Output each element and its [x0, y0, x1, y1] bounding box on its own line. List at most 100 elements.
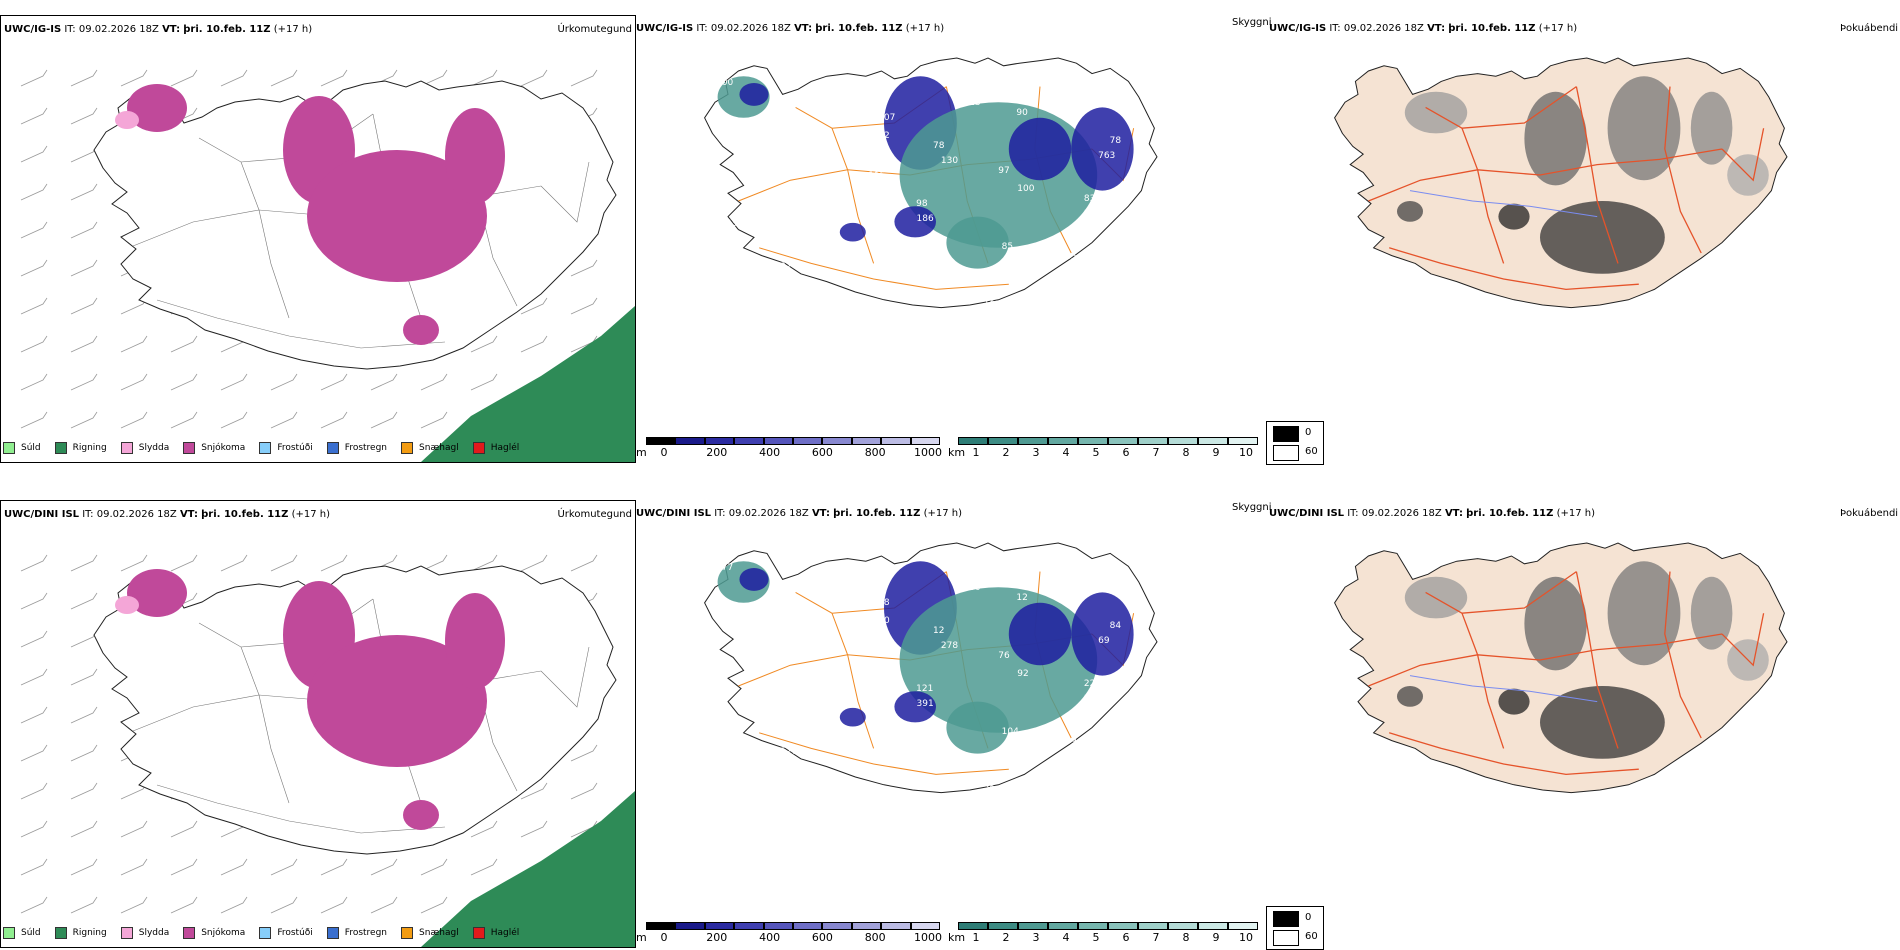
road-line [240, 161, 290, 319]
colorbar-m-segment [881, 922, 911, 930]
wind-barb [420, 896, 448, 914]
legend-item: Snjókoma [183, 927, 245, 939]
legend-swatch [472, 927, 485, 939]
colorbar-km-tick: 6 [1122, 931, 1130, 944]
visibility-value-label: 763 [1098, 151, 1115, 161]
visibility-value-label: 8 [821, 775, 827, 785]
visibility-value-label: 12 [878, 131, 889, 141]
forecast-row: UWC/IG-IS IT: 09.02.2026 18Z VT: þri. 10… [0, 15, 1900, 465]
road-line [1368, 633, 1723, 687]
colorbar-m-unit: m [636, 446, 647, 459]
colorbar-km-segment [958, 437, 988, 445]
wind-barb [120, 858, 148, 876]
wind-barb [370, 896, 398, 914]
colorbar-m-segment [793, 922, 823, 930]
low-visibility-area [894, 691, 936, 723]
visibility-panel: UWC/IG-IS IT: 09.02.2026 18Z VT: þri. 10… [636, 15, 1272, 463]
visibility-value-label: 16 [821, 290, 833, 300]
legend-label: Snæhagl [419, 928, 459, 938]
visibility-value-label: 95 [952, 83, 963, 93]
wind-barb [70, 69, 98, 87]
wind-barb [420, 554, 448, 572]
wind-barb [220, 411, 248, 429]
colorbar-m-segment [646, 922, 676, 930]
wind-barb [70, 411, 98, 429]
legend-label: Rigning [72, 928, 107, 938]
low-visibility-area [1008, 602, 1072, 666]
colorbar-m-tick: 600 [811, 446, 833, 459]
wind-barb [70, 145, 98, 163]
low-visibility-area [1008, 117, 1072, 181]
snow-area [307, 635, 488, 767]
wind-barb [270, 373, 298, 391]
wind-barb [70, 554, 98, 572]
fog-density-area [1607, 76, 1681, 181]
low-visibility-area [894, 206, 936, 238]
panel-title: UWC/DINI ISL IT: 09.02.2026 18Z VT: þri.… [636, 508, 963, 519]
visibility-value-label: 83 [1084, 194, 1095, 204]
wind-barb [220, 69, 248, 87]
road-line [1425, 86, 1577, 129]
road-line [759, 732, 1009, 775]
visibility-value-label: 121 [916, 684, 933, 694]
legend-item: Haglél [472, 442, 520, 454]
road-line [540, 161, 590, 223]
river-line [1409, 675, 1598, 703]
low-visibility-area [1071, 592, 1134, 676]
visibility-value-label: 122 [751, 161, 768, 171]
visibility-value-label: 93 [952, 568, 963, 578]
model-name: UWC/DINI ISL [4, 509, 80, 520]
visibility-map: 400 12 100 7 16 95 78 88 85 77 89 78 83 62 102 108 197 98… [704, 57, 1158, 335]
legend-label: Slydda [138, 443, 170, 453]
legend-item: Snæhagl [401, 442, 459, 454]
colorbar-km-segment [1108, 922, 1138, 930]
visibility-value-label: 186 [917, 214, 934, 224]
wind-barb [70, 706, 98, 724]
road-line [1721, 128, 1765, 182]
legend-item: Frostregn [326, 442, 387, 454]
wind-barb [270, 554, 298, 572]
fog-legend-low-swatch [1273, 445, 1299, 461]
low-visibility-area [739, 82, 769, 106]
wind-barb [520, 297, 548, 315]
colorbar-m-segment [734, 922, 764, 930]
visibility-value-label: 127 [780, 747, 797, 757]
colorbar-km-tick: 5 [1092, 446, 1100, 459]
fog-legend-high-label: 0 [1305, 912, 1312, 923]
visibility-value-label: 540 [751, 646, 768, 656]
wind-barb [20, 554, 48, 572]
fog-legend-low-label: 60 [1305, 446, 1318, 457]
colorbar-km-tick: 4 [1062, 446, 1070, 459]
legend-label: Slydda [138, 928, 170, 938]
colorbar-km-segment [1228, 922, 1258, 930]
colorbar-m-segment [822, 922, 852, 930]
colorbar-m-tick: 400 [759, 446, 781, 459]
wind-barb [470, 373, 498, 391]
precip-type-panel: UWC/DINI ISL IT: 09.02.2026 18Z VT: þri.… [0, 500, 636, 948]
legend-item: Rigning [54, 927, 107, 939]
precip-legend: Súld Rigning Slydda Snjókoma Frostúði Frostre… [3, 438, 533, 458]
colorbar-km-tick: 8 [1182, 446, 1190, 459]
wind-barb [170, 335, 198, 353]
wind-barb [70, 221, 98, 239]
wind-barb [120, 69, 148, 87]
wind-barb [320, 554, 348, 572]
wind-barb [570, 259, 598, 277]
panel-title: UWC/DINI ISL IT: 09.02.2026 18Z VT: þri.… [4, 509, 331, 520]
visibility-value-label: 10 [878, 616, 890, 626]
legend-swatch [54, 927, 67, 939]
colorbar-km-tick: 1 [972, 931, 980, 944]
wind-barb [70, 297, 98, 315]
colorbar-m-segment [734, 437, 764, 445]
colorbar-m-segment [851, 922, 882, 930]
wind-barb [270, 896, 298, 914]
colorbar-km-tick: 10 [1239, 931, 1253, 944]
colorbar-km-segment [958, 922, 988, 930]
legend-label: Frostúði [277, 443, 313, 453]
low-visibility-area [946, 216, 1009, 269]
wind-barb [20, 145, 48, 163]
colorbar-m-tick: 1000 [914, 931, 942, 944]
wind-barb [420, 858, 448, 876]
legend-label: Haglél [490, 443, 520, 453]
visibility-colorbar-km: km 1 2 3 4 5 6 7 8 9 10 [948, 922, 1258, 946]
